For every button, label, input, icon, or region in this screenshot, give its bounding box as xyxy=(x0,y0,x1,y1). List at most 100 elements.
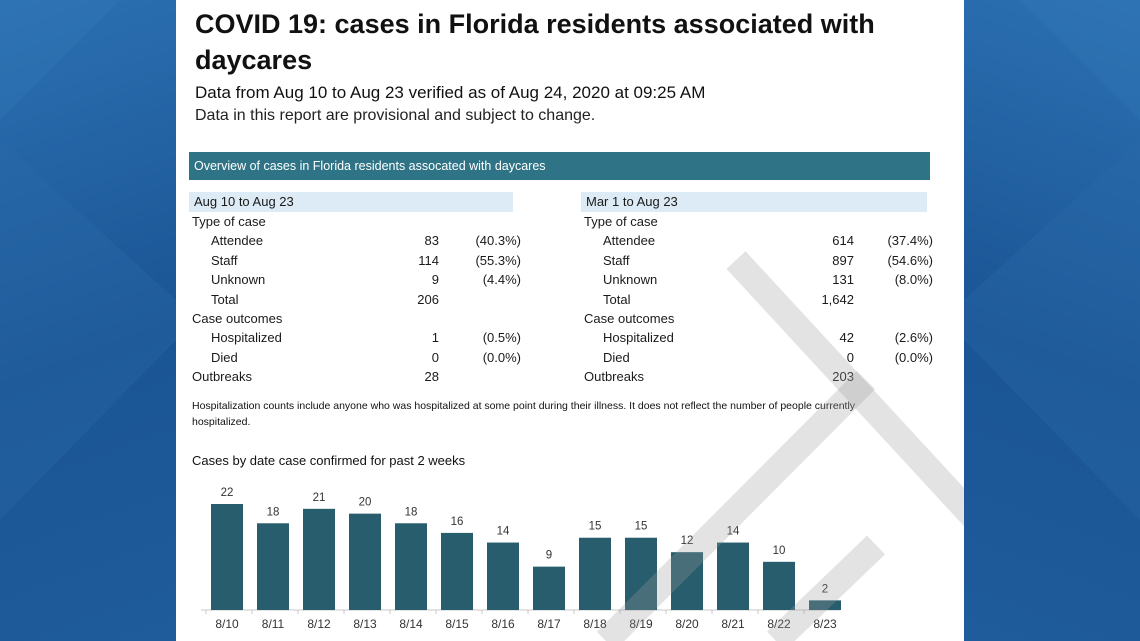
x-tick-label: 8/20 xyxy=(675,617,699,631)
bar-value-label: 21 xyxy=(313,492,326,504)
chart-title: Cases by date case confirmed for past 2 … xyxy=(192,453,466,468)
x-tick-label: 8/10 xyxy=(215,617,239,631)
row-label: Attendee xyxy=(211,233,264,249)
bar-value-label: 14 xyxy=(727,526,740,538)
bar-value-label: 12 xyxy=(681,535,694,547)
row-percent: (37.4%) xyxy=(887,233,933,249)
background-right xyxy=(964,0,1140,641)
x-tick-label: 8/22 xyxy=(767,617,791,631)
panel-cumulative-period: Mar 1 to Aug 23 Type of case Attendee 61… xyxy=(581,192,933,387)
row-percent: (0.5%) xyxy=(482,330,521,346)
bar-8/14 xyxy=(395,523,427,610)
bar-8/17 xyxy=(533,566,565,610)
row-label: Type of case xyxy=(584,214,658,229)
bar-8/19 xyxy=(625,537,657,610)
row-outbreaks: Outbreaks 203 xyxy=(581,367,933,386)
row-value: 0 xyxy=(431,349,439,365)
row-percent: (55.3%) xyxy=(475,252,521,268)
bar-8/16 xyxy=(487,542,519,610)
row-value: 131 xyxy=(832,272,854,288)
x-tick-label: 8/19 xyxy=(629,617,653,631)
row-total: Total 206 xyxy=(189,290,519,309)
row-staff: Staff 897 (54.6%) xyxy=(581,251,933,270)
row-value: 28 xyxy=(424,369,439,385)
type-of-case-heading: Type of case xyxy=(189,212,519,231)
bar-8/20 xyxy=(671,552,703,610)
bar-8/12 xyxy=(303,508,335,610)
report-title: COVID 19: cases in Florida residents ass… xyxy=(195,9,875,75)
x-tick-label: 8/11 xyxy=(262,617,285,631)
report-document: COVID 19: cases in Florida residents ass… xyxy=(176,0,964,641)
bar-8/13 xyxy=(349,513,381,610)
bar-value-label: 18 xyxy=(405,506,418,518)
row-staff: Staff 114 (55.3%) xyxy=(189,251,521,270)
row-attendee: Attendee 614 (37.4%) xyxy=(581,231,933,250)
row-label: Hospitalized xyxy=(211,330,282,346)
row-label: Outbreaks xyxy=(192,369,252,385)
row-label: Total xyxy=(603,291,631,307)
bar-8/11 xyxy=(257,523,289,610)
row-outbreaks: Outbreaks 28 xyxy=(189,367,519,386)
row-label: Attendee xyxy=(603,233,656,249)
row-percent: (8.0%) xyxy=(894,272,933,288)
bar-value-label: 18 xyxy=(267,506,280,518)
row-value: 897 xyxy=(832,252,854,268)
bar-8/21 xyxy=(717,542,749,610)
type-of-case-heading: Type of case xyxy=(581,212,933,231)
bar-value-label: 15 xyxy=(589,521,602,533)
row-attendee: Attendee 83 (40.3%) xyxy=(189,231,521,250)
row-label: Staff xyxy=(603,252,630,268)
row-value: 1,642 xyxy=(821,291,854,307)
row-value: 206 xyxy=(417,291,439,307)
row-label: Outbreaks xyxy=(584,369,644,385)
background-pattern-left xyxy=(0,0,176,520)
case-outcomes-heading: Case outcomes xyxy=(189,309,519,328)
row-total: Total 1,642 xyxy=(581,290,933,309)
row-hospitalized: Hospitalized 1 (0.5%) xyxy=(189,328,521,347)
background-pattern-right xyxy=(964,0,1140,520)
x-tick-label: 8/13 xyxy=(353,617,377,631)
bar-8/23 xyxy=(809,600,841,610)
row-label: Staff xyxy=(211,252,238,268)
panel-period-header: Aug 10 to Aug 23 xyxy=(189,192,513,212)
row-value: 1 xyxy=(431,330,439,346)
x-tick-label: 8/21 xyxy=(721,617,745,631)
bar-value-label: 10 xyxy=(773,545,786,557)
row-percent: (0.0%) xyxy=(894,349,933,365)
row-label: Unknown xyxy=(603,272,658,288)
panel-period-header: Mar 1 to Aug 23 xyxy=(581,192,927,212)
x-tick-label: 8/18 xyxy=(583,617,607,631)
row-value: 9 xyxy=(431,272,439,288)
x-tick-label: 8/16 xyxy=(491,617,515,631)
row-value: 42 xyxy=(839,330,854,346)
row-percent: (2.6%) xyxy=(894,330,933,346)
row-died: Died 0 (0.0%) xyxy=(581,348,933,367)
row-label: Died xyxy=(211,349,238,365)
bar-value-label: 9 xyxy=(546,550,552,562)
row-label: Type of case xyxy=(192,214,266,229)
overview-banner: Overview of cases in Florida residents a… xyxy=(189,152,930,180)
row-value: 114 xyxy=(418,252,439,268)
cases-bar-chart: 22 8/10 18 8/11 21 8/12 20 8/13 18 8/14 16 8/15 14 8/… xyxy=(201,487,841,631)
row-value: 203 xyxy=(832,369,854,385)
provisional-note: Data in this report are provisional and … xyxy=(195,107,596,124)
x-tick-label: 8/17 xyxy=(537,617,561,631)
bar-8/15 xyxy=(441,532,473,610)
bar-value-label: 20 xyxy=(359,497,372,509)
row-percent: (40.3%) xyxy=(475,233,521,249)
panel-recent-period: Aug 10 to Aug 23 Type of case Attendee 8… xyxy=(189,192,521,387)
x-tick-label: 8/12 xyxy=(307,617,331,631)
background-left xyxy=(0,0,176,641)
case-outcomes-heading: Case outcomes xyxy=(581,309,933,328)
hospitalization-note: Hospitalization counts include anyone wh… xyxy=(192,400,856,428)
row-unknown: Unknown 9 (4.4%) xyxy=(189,270,521,289)
row-percent: (0.0%) xyxy=(482,349,521,365)
row-percent: (54.6%) xyxy=(887,252,933,268)
row-label: Case outcomes xyxy=(584,310,675,326)
x-tick-label: 8/15 xyxy=(445,617,469,631)
row-label: Total xyxy=(211,291,239,307)
bar-8/22 xyxy=(763,561,795,610)
row-label: Case outcomes xyxy=(192,310,283,326)
bar-value-label: 14 xyxy=(497,526,510,538)
row-hospitalized: Hospitalized 42 (2.6%) xyxy=(581,328,933,347)
